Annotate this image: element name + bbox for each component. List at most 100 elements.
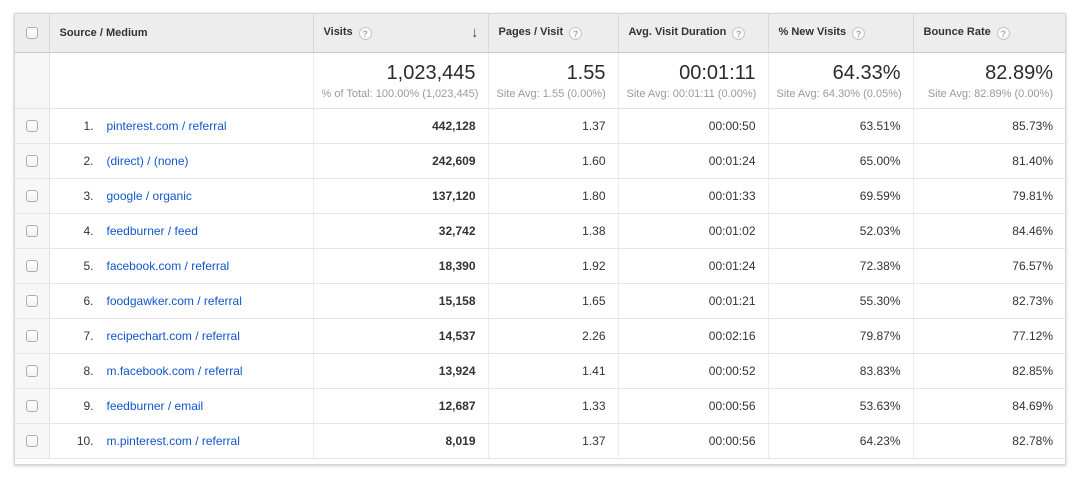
help-icon[interactable]: ?: [732, 27, 745, 40]
pages-per-visit-cell: 1.37: [488, 423, 618, 458]
source-medium-link[interactable]: pinterest.com / referral: [107, 119, 227, 133]
row-checkbox-cell: [15, 143, 49, 178]
avg-visit-duration-cell: 00:01:24: [618, 248, 768, 283]
source-medium-table: Source / Medium Visits? ↓ Pages / Visit?…: [15, 14, 1065, 459]
visits-cell: 13,924: [313, 353, 488, 388]
help-icon[interactable]: ?: [359, 27, 372, 40]
table-row: 9.feedburner / email 12,687 1.33 00:00:5…: [15, 388, 1065, 423]
column-header-bounce-rate[interactable]: Bounce Rate?: [913, 14, 1065, 52]
row-checkbox[interactable]: [26, 260, 38, 272]
avg-visit-duration-cell: 00:01:21: [618, 283, 768, 318]
sort-descending-icon[interactable]: ↓: [471, 24, 479, 41]
source-medium-link[interactable]: m.pinterest.com / referral: [107, 434, 240, 448]
row-checkbox-cell: [15, 248, 49, 283]
table-row: 4.feedburner / feed 32,742 1.38 00:01:02…: [15, 213, 1065, 248]
visits-cell: 15,158: [313, 283, 488, 318]
summary-pages-subtext: Site Avg: 1.55 (0.00%): [497, 88, 606, 100]
visits-cell: 12,687: [313, 388, 488, 423]
pages-per-visit-cell: 1.41: [488, 353, 618, 388]
avg-visit-duration-cell: 00:01:02: [618, 213, 768, 248]
row-checkbox[interactable]: [26, 330, 38, 342]
pages-per-visit-cell: 1.33: [488, 388, 618, 423]
column-header-source-medium[interactable]: Source / Medium: [49, 14, 313, 52]
visits-cell: 137,120: [313, 178, 488, 213]
column-header-visits[interactable]: Visits? ↓: [313, 14, 488, 52]
summary-duration-value: 00:01:11: [627, 62, 756, 85]
source-medium-cell: 9.feedburner / email: [49, 388, 313, 423]
row-rank: 3.: [50, 189, 94, 203]
screenshot-stage: Source / Medium Visits? ↓ Pages / Visit?…: [0, 0, 1075, 499]
table-row: 10.m.pinterest.com / referral 8,019 1.37…: [15, 423, 1065, 458]
pct-new-visits-cell: 52.03%: [768, 213, 913, 248]
row-checkbox-cell: [15, 108, 49, 143]
row-rank: 2.: [50, 154, 94, 168]
source-medium-link[interactable]: feedburner / email: [107, 399, 204, 413]
row-checkbox-cell: [15, 213, 49, 248]
row-checkbox[interactable]: [26, 120, 38, 132]
row-checkbox[interactable]: [26, 400, 38, 412]
source-medium-cell: 8.m.facebook.com / referral: [49, 353, 313, 388]
column-label: Bounce Rate: [924, 26, 991, 38]
row-checkbox[interactable]: [26, 295, 38, 307]
bounce-rate-cell: 82.73%: [913, 283, 1065, 318]
row-rank: 1.: [50, 119, 94, 133]
row-checkbox[interactable]: [26, 190, 38, 202]
pct-new-visits-cell: 63.51%: [768, 108, 913, 143]
table-row: 2.(direct) / (none) 242,609 1.60 00:01:2…: [15, 143, 1065, 178]
source-medium-link[interactable]: foodgawker.com / referral: [107, 294, 242, 308]
bounce-rate-cell: 84.46%: [913, 213, 1065, 248]
source-medium-link[interactable]: facebook.com / referral: [107, 259, 230, 273]
row-checkbox-cell: [15, 353, 49, 388]
bounce-rate-cell: 82.85%: [913, 353, 1065, 388]
source-medium-link[interactable]: (direct) / (none): [107, 154, 189, 168]
pct-new-visits-cell: 79.87%: [768, 318, 913, 353]
source-medium-cell: 2. (direct) / (none): [49, 143, 313, 178]
help-icon[interactable]: ?: [852, 27, 865, 40]
summary-bounce-rate-cell: 82.89% Site Avg: 82.89% (0.00%): [913, 52, 1065, 108]
source-medium-link[interactable]: recipechart.com / referral: [107, 329, 240, 343]
help-icon[interactable]: ?: [997, 27, 1010, 40]
pages-per-visit-cell: 2.26: [488, 318, 618, 353]
analytics-table-card: Source / Medium Visits? ↓ Pages / Visit?…: [14, 13, 1066, 465]
row-checkbox[interactable]: [26, 435, 38, 447]
column-label: Source / Medium: [60, 27, 148, 39]
row-checkbox-cell: [15, 178, 49, 213]
pages-per-visit-cell: 1.60: [488, 143, 618, 178]
visits-cell: 18,390: [313, 248, 488, 283]
row-rank: 10.: [50, 434, 94, 448]
column-header-pct-new-visits[interactable]: % New Visits?: [768, 14, 913, 52]
summary-pages-value: 1.55: [497, 62, 606, 85]
source-medium-link[interactable]: feedburner / feed: [107, 224, 198, 238]
avg-visit-duration-cell: 00:00:52: [618, 353, 768, 388]
summary-checkbox-cell: [15, 52, 49, 108]
source-medium-cell: 5. facebook.com / referral: [49, 248, 313, 283]
table-row: 3.google / organic 137,120 1.80 00:01:33…: [15, 178, 1065, 213]
source-medium-cell: 4.feedburner / feed: [49, 213, 313, 248]
help-icon[interactable]: ?: [569, 27, 582, 40]
column-label: % New Visits: [779, 26, 847, 38]
row-checkbox[interactable]: [26, 365, 38, 377]
row-rank: 5.: [50, 259, 94, 273]
pct-new-visits-cell: 53.63%: [768, 388, 913, 423]
avg-visit-duration-cell: 00:02:16: [618, 318, 768, 353]
source-medium-link[interactable]: m.facebook.com / referral: [107, 364, 243, 378]
row-checkbox[interactable]: [26, 225, 38, 237]
source-medium-link[interactable]: google / organic: [107, 189, 192, 203]
bounce-rate-cell: 81.40%: [913, 143, 1065, 178]
avg-visit-duration-cell: 00:00:56: [618, 423, 768, 458]
pages-per-visit-cell: 1.92: [488, 248, 618, 283]
table-row: 1.pinterest.com / referral 442,128 1.37 …: [15, 108, 1065, 143]
table-row: 5. facebook.com / referral 18,390 1.92 00…: [15, 248, 1065, 283]
summary-avg-duration-cell: 00:01:11 Site Avg: 00:01:11 (0.00%): [618, 52, 768, 108]
select-all-checkbox[interactable]: [26, 27, 38, 39]
source-medium-cell: 3. google / organic: [49, 178, 313, 213]
pct-new-visits-cell: 64.23%: [768, 423, 913, 458]
pct-new-visits-cell: 83.83%: [768, 353, 913, 388]
pct-new-visits-cell: 65.00%: [768, 143, 913, 178]
pct-new-visits-cell: 55.30%: [768, 283, 913, 318]
column-header-pages-per-visit[interactable]: Pages / Visit?: [488, 14, 618, 52]
pages-per-visit-cell: 1.80: [488, 178, 618, 213]
column-header-avg-visit-duration[interactable]: Avg. Visit Duration?: [618, 14, 768, 52]
bounce-rate-cell: 77.12%: [913, 318, 1065, 353]
row-checkbox[interactable]: [26, 155, 38, 167]
